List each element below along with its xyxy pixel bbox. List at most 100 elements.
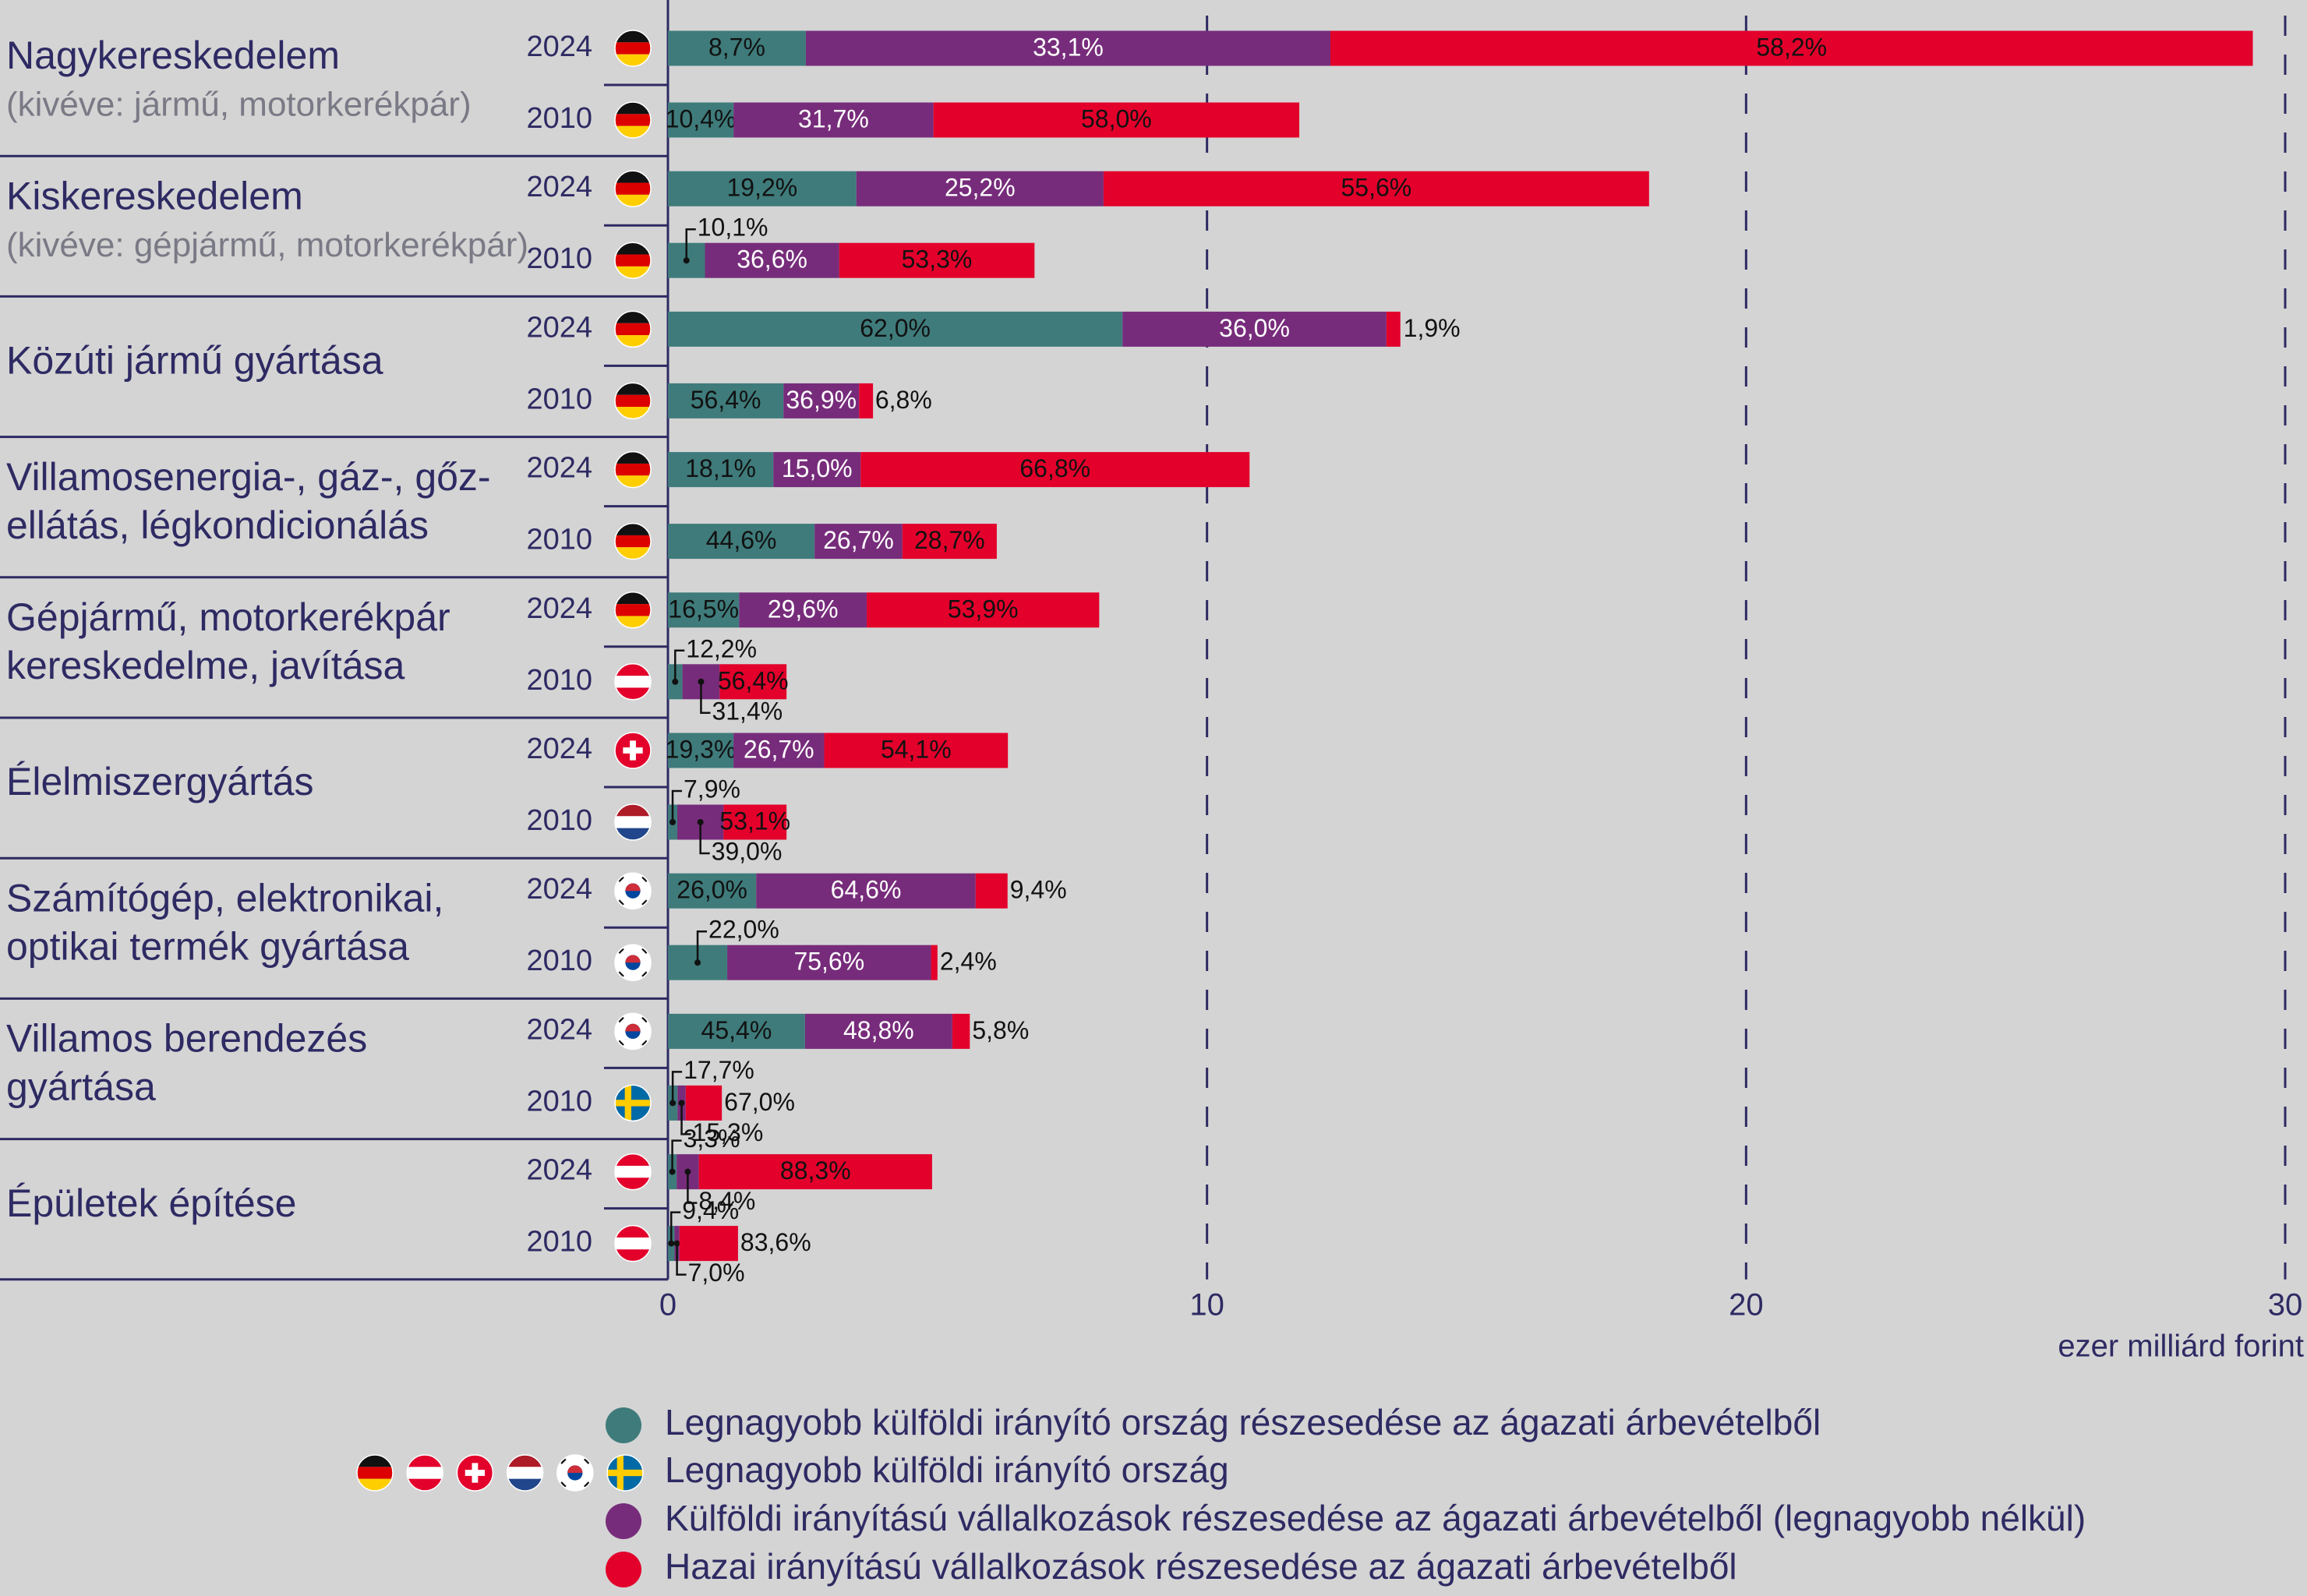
flag-part <box>507 1455 543 1467</box>
flag-part <box>615 311 651 323</box>
sector-label: Épületek építése <box>6 1181 297 1225</box>
flag <box>614 1012 652 1050</box>
leader-dot <box>668 1240 675 1247</box>
flag <box>614 944 652 981</box>
segment-label: 67,0% <box>724 1088 795 1116</box>
flag-part <box>624 1085 631 1121</box>
flag-outline <box>614 30 652 67</box>
year-label: 2010 <box>526 102 592 135</box>
segment-label: 33,1% <box>1033 33 1104 61</box>
bar-segment <box>931 945 938 980</box>
flag-outline <box>406 1454 443 1492</box>
segment-label: 53,1% <box>719 807 790 835</box>
flag-part <box>615 816 651 828</box>
flag-body <box>615 663 651 700</box>
segment-label: 88,3% <box>780 1156 851 1185</box>
leader-line <box>671 789 683 822</box>
flag <box>614 591 652 629</box>
legend-marker <box>606 1552 641 1587</box>
segment-label: 58,0% <box>1081 104 1152 132</box>
flag-body <box>457 1455 493 1491</box>
segment-label: 26,0% <box>677 876 747 904</box>
bar-segment <box>839 242 1035 278</box>
flag-outline <box>614 663 652 701</box>
flag-body <box>615 1225 651 1262</box>
bar-segment <box>814 524 903 560</box>
segment-label: 9,4% <box>682 1196 739 1224</box>
flag-outline <box>614 382 652 420</box>
flag-outline <box>614 170 652 207</box>
legend-label: Hazai irányítású vállalkozások részesedé… <box>665 1546 1737 1587</box>
leader-line <box>676 1243 687 1276</box>
bar-segment <box>902 524 997 560</box>
segment-label: 8,7% <box>708 33 765 61</box>
segment-label: 2,4% <box>940 948 997 976</box>
flag-part <box>615 182 651 195</box>
flag-part <box>625 955 641 963</box>
flag-part <box>615 42 651 55</box>
legend-flag <box>406 1454 443 1492</box>
bar-segment <box>975 873 1008 909</box>
flag <box>614 382 652 420</box>
bar-segment <box>933 102 1300 138</box>
year-label: 2010 <box>526 664 592 697</box>
segment-label: 8,4% <box>698 1187 755 1215</box>
bar-segment <box>739 592 867 628</box>
flag-part <box>617 971 624 979</box>
leader-line <box>669 1211 681 1244</box>
segment-label: 19,3% <box>666 735 737 763</box>
flag <box>614 1224 652 1262</box>
flag-part <box>583 1481 591 1488</box>
flag-part <box>567 1465 583 1473</box>
segment-label: 48,8% <box>843 1016 914 1044</box>
x-tick-label: 0 <box>659 1288 677 1322</box>
leader-dot <box>683 257 690 264</box>
segment-label: 31,4% <box>712 697 783 725</box>
flag <box>614 1153 652 1191</box>
bar-segment <box>773 452 861 488</box>
bar-segment <box>679 1226 738 1262</box>
segment-label: 1,9% <box>1404 314 1461 342</box>
legend-label: Legnagyobb külföldi irányító ország rész… <box>665 1402 1821 1442</box>
flag-outline <box>356 1454 394 1492</box>
segment-label: 16,5% <box>668 595 739 623</box>
leader-line <box>685 228 696 261</box>
sector-label: Számítógép, elektronikai, <box>6 876 443 920</box>
sector-label: gyártása <box>6 1065 156 1109</box>
leader-line <box>699 822 710 855</box>
year-label: 2024 <box>526 873 592 906</box>
flag <box>614 450 652 489</box>
flag-part <box>625 883 641 892</box>
year-label: 2024 <box>526 1013 592 1046</box>
leader-dot <box>673 1240 680 1247</box>
flag <box>614 101 652 139</box>
year-label: 2010 <box>526 383 592 415</box>
sector-subtitle: (kivéve: gépjármű, motorkerékpár) <box>6 226 528 264</box>
flag-outline <box>614 1084 652 1122</box>
sector-label: Élelmiszergyártás <box>6 760 314 803</box>
flag-part <box>559 1457 567 1464</box>
segment-label: 18,1% <box>685 454 756 482</box>
sector-label: Kiskereskedelem <box>6 174 303 217</box>
sector-label: ellátás, légkondicionálás <box>6 503 429 547</box>
flag-body <box>615 945 651 981</box>
year-label: 2024 <box>526 1154 592 1187</box>
segment-label: 55,6% <box>1341 174 1412 202</box>
flag-part <box>641 899 648 907</box>
segment-label: 26,7% <box>823 526 894 554</box>
bar-segment <box>668 311 1123 347</box>
legend-flag <box>556 1454 594 1492</box>
flag-part <box>615 171 651 183</box>
leader-line <box>700 681 711 715</box>
flag-part <box>615 323 651 336</box>
segment-label: 53,9% <box>948 595 1019 623</box>
flag-part <box>641 971 648 979</box>
segment-label: 54,1% <box>881 735 952 763</box>
flag-part <box>559 1481 567 1488</box>
flag-part <box>615 394 651 408</box>
bar-segment <box>668 171 857 207</box>
legend-marker <box>606 1407 641 1443</box>
leader-line <box>671 1139 682 1172</box>
leader-dot <box>694 959 701 966</box>
